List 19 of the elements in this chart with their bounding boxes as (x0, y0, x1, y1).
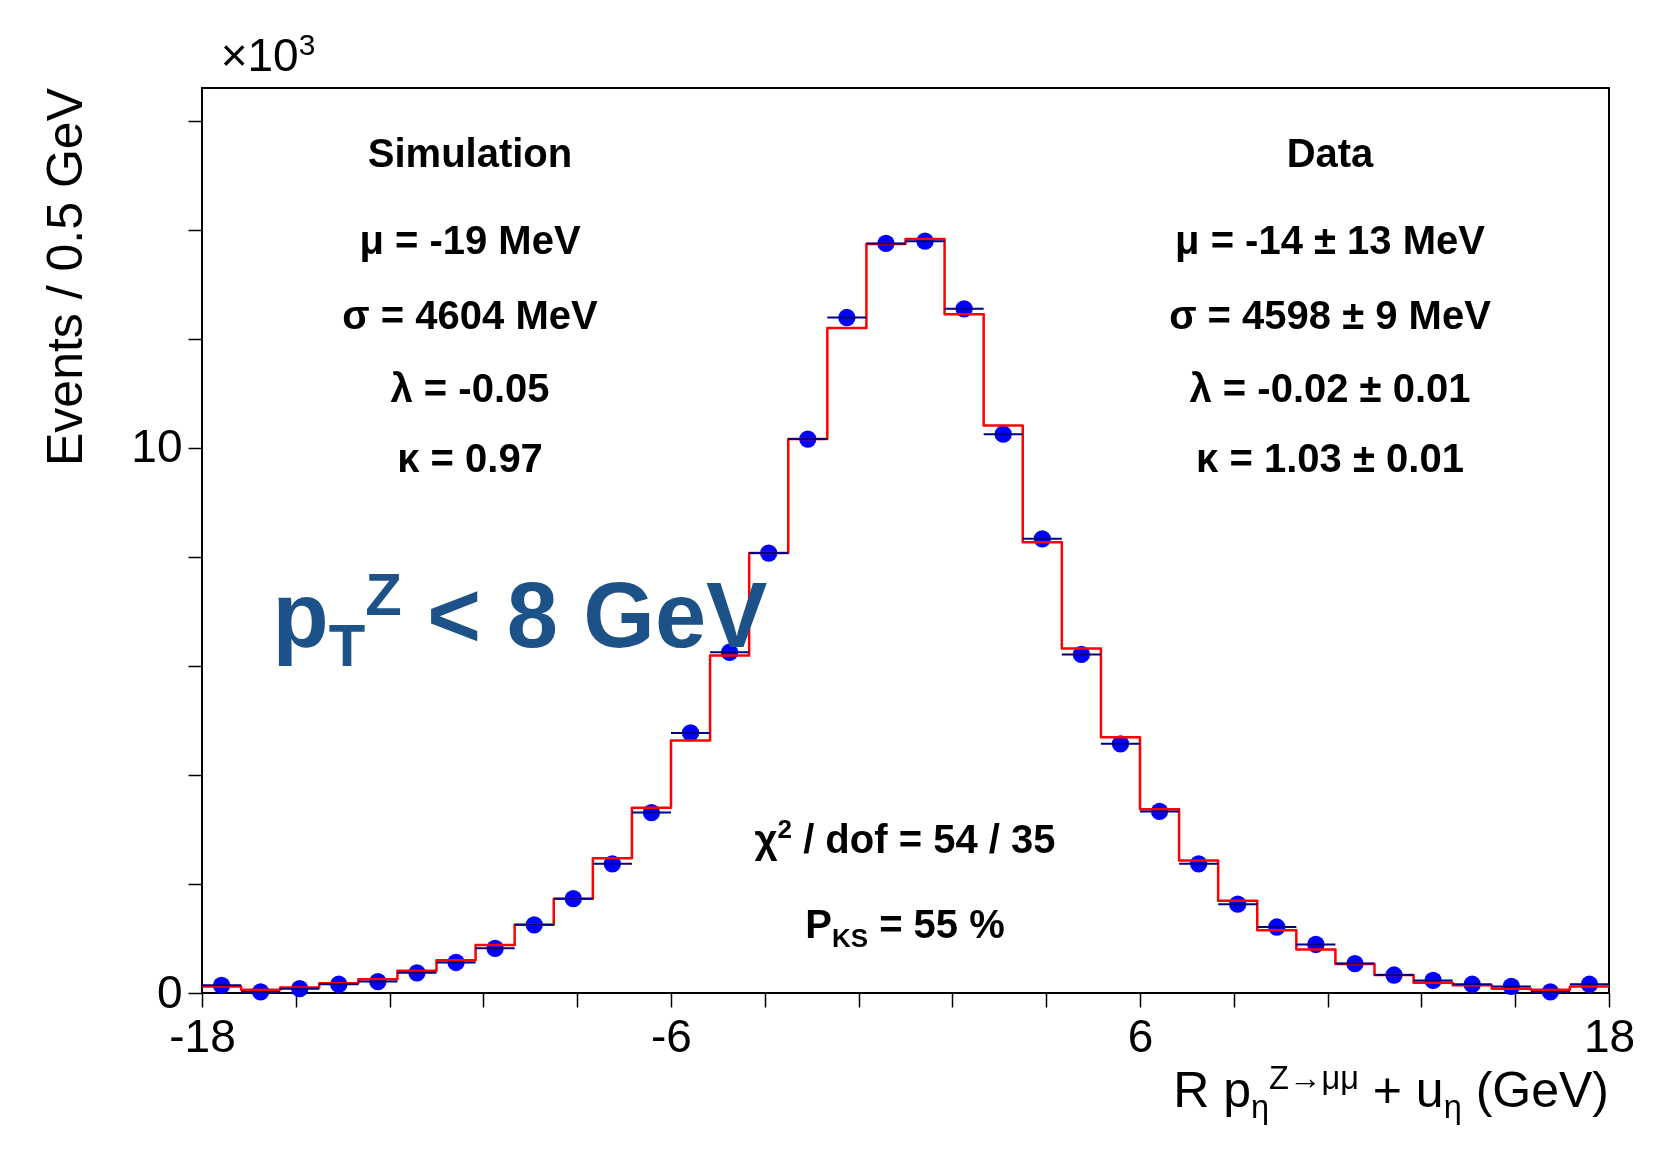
x-axis-title: R p$_{η}$$^{Z→μμ}$ + u$_{η}$ (GeV) (1173, 1060, 1609, 1126)
annotation: κ = 1.03 ± 0.01 (1196, 435, 1464, 481)
text: ×10$^{3}$ (220, 27, 316, 83)
annotation: κ = 0.97 (397, 435, 543, 481)
annotation: λ = -0.05 (390, 365, 550, 411)
x-tick-label: 6 (1127, 1009, 1154, 1062)
y-axis-title: Events / 0.5 GeV (36, 88, 94, 466)
annotation: P$_{KS}$ = 55 % (805, 902, 1005, 954)
annotation: Simulation (367, 130, 573, 176)
annotation: σ = 4604 MeV (342, 292, 598, 338)
x-tick-label: -6 (651, 1009, 692, 1062)
annotation: λ = -0.02 ± 0.01 (1189, 365, 1471, 411)
annotation: μ = -14 ± 13 MeV (1175, 217, 1485, 263)
annotation: σ = 4598 ± 9 MeV (1169, 292, 1491, 338)
y-tick-label: 10 (131, 420, 183, 473)
annotation: Data (1286, 130, 1374, 176)
annotation: χ$^{2}$ / dof = 54 / 35 (754, 814, 1056, 862)
annotation: μ = -19 MeV (359, 217, 581, 263)
x-tick-label: 18 (1583, 1009, 1636, 1062)
